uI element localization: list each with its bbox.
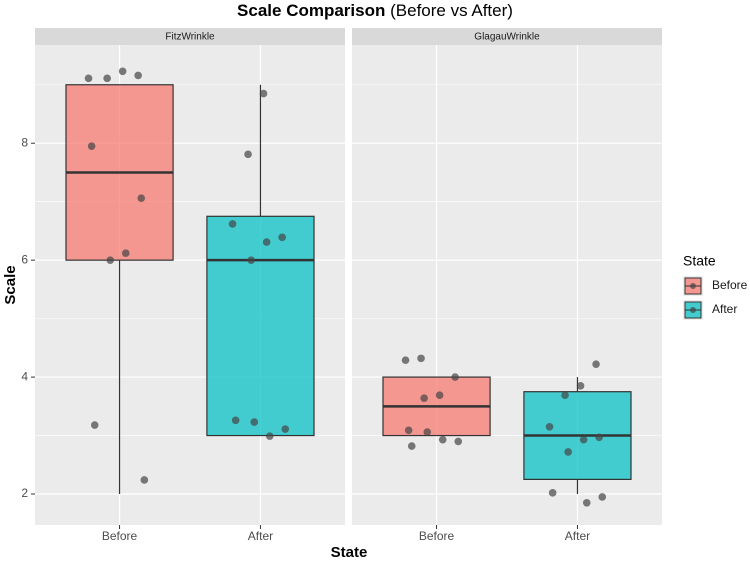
title-main: Scale Comparison: [237, 1, 385, 20]
point: [228, 220, 237, 228]
title-sub: (Before vs After): [390, 1, 513, 20]
point: [244, 150, 252, 159]
point: [451, 373, 459, 381]
x-tick-label: After: [565, 529, 590, 543]
point: [420, 394, 428, 402]
strip-label: FitzWrinkle: [165, 32, 215, 43]
point: [401, 356, 410, 364]
point: [84, 74, 93, 83]
point: [592, 360, 600, 369]
point: [548, 489, 557, 497]
y-tick-label: 8: [21, 135, 28, 149]
legend-key-point: [690, 283, 696, 289]
point: [435, 391, 444, 400]
point: [545, 422, 554, 431]
point: [561, 391, 569, 400]
point: [579, 435, 588, 444]
point: [281, 425, 290, 433]
x-tick-label: Before: [102, 529, 138, 543]
strip-background: [352, 28, 662, 45]
legend-label: After: [712, 302, 737, 316]
point: [564, 448, 572, 456]
x-axis-title: State: [331, 544, 368, 561]
y-tick-label: 2: [21, 486, 28, 500]
point: [87, 142, 96, 150]
point: [407, 442, 416, 450]
point: [576, 382, 585, 390]
point: [137, 194, 146, 202]
box: [206, 215, 315, 437]
point: [106, 256, 115, 264]
chart-title: Scale Comparison (Before vs After): [237, 1, 513, 20]
point: [278, 233, 286, 242]
point: [404, 426, 413, 435]
point: [134, 71, 142, 80]
point: [417, 354, 425, 363]
point: [438, 435, 447, 444]
point: [598, 493, 607, 501]
legend-label: Before: [712, 278, 748, 292]
y-tick-label: 6: [21, 252, 28, 266]
point: [90, 421, 99, 429]
point: [231, 416, 240, 425]
x-tick-label: After: [248, 529, 273, 543]
point: [265, 432, 274, 440]
point: [140, 476, 149, 484]
point: [262, 238, 271, 246]
y-axis-title: Scale: [2, 265, 19, 304]
point: [103, 74, 111, 83]
point: [118, 67, 127, 76]
point: [247, 256, 255, 264]
point: [423, 428, 432, 436]
x-tick-label: Before: [419, 529, 455, 543]
legend-title: State: [683, 253, 716, 269]
legend-key-point: [690, 307, 696, 313]
y-tick-label: 4: [21, 369, 28, 383]
point: [250, 418, 259, 426]
point: [259, 89, 268, 98]
strip-label: GlagauWrinkle: [474, 32, 540, 43]
point: [582, 498, 591, 507]
strip-background: [35, 28, 345, 45]
point: [121, 249, 130, 257]
point: [454, 437, 463, 446]
point: [595, 433, 603, 442]
